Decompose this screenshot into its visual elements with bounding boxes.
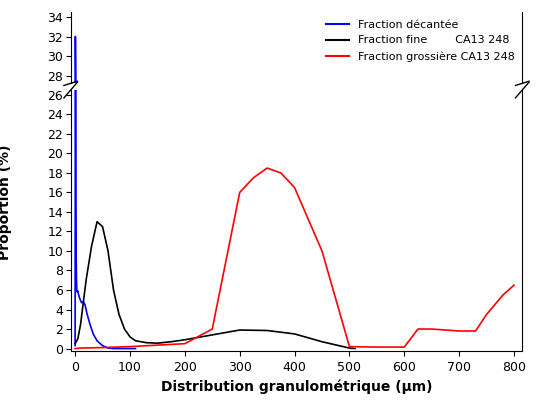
X-axis label: Distribution granulométrique (μm): Distribution granulométrique (μm) <box>160 380 432 394</box>
Legend: Fraction décantée, Fraction fine        CA13 248, Fraction grossière CA13 248: Fraction décantée, Fraction fine CA13 24… <box>322 15 519 66</box>
Text: Proportion (%): Proportion (%) <box>0 144 13 260</box>
